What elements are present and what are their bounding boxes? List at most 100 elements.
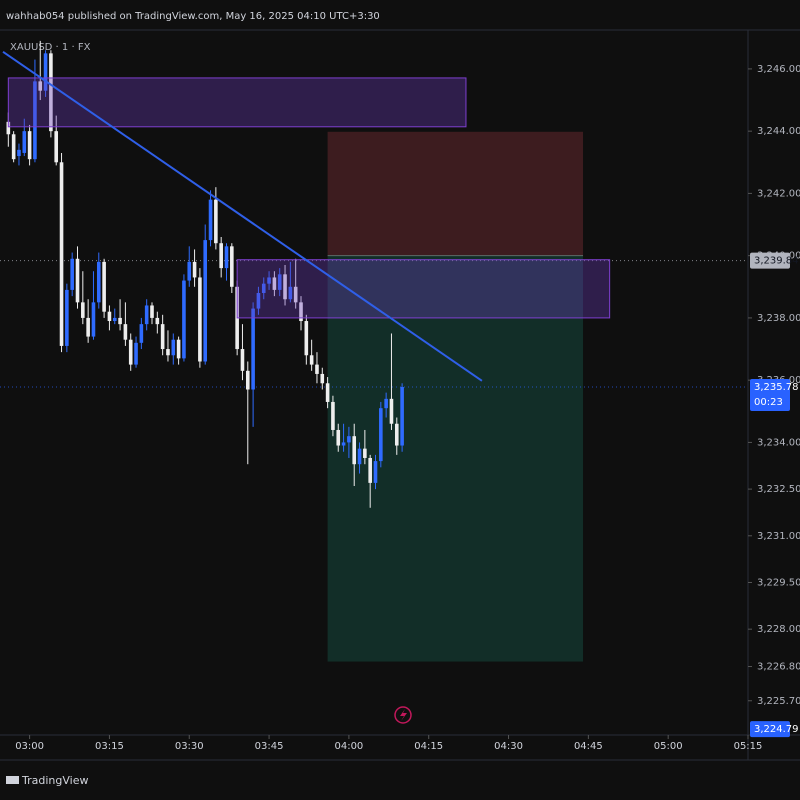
candle-body: [251, 308, 255, 390]
candle-body: [187, 261, 192, 281]
y-tick-label: 3,231.00: [757, 531, 800, 542]
candle-body: [240, 349, 245, 371]
candle-body: [144, 305, 149, 325]
x-tick-label: 04:45: [574, 741, 603, 752]
candle-body: [17, 149, 21, 157]
x-tick-label: 05:15: [734, 741, 763, 752]
candle-body: [363, 448, 367, 458]
symbol-label: XAUUSD · 1 · FX: [10, 42, 91, 53]
candle-body: [203, 240, 208, 362]
candle-body: [214, 199, 218, 244]
candle-body: [112, 317, 117, 322]
candle-body: [347, 436, 351, 443]
candle-body: [128, 339, 133, 365]
price-label-box: [750, 721, 790, 738]
countdown: 00:23: [754, 397, 783, 408]
candle-body: [49, 53, 53, 132]
trendline: [2, 50, 483, 382]
candle-body: [182, 280, 186, 359]
candle-body: [293, 286, 298, 303]
candle-body: [139, 324, 144, 343]
candle-body: [379, 408, 383, 462]
supply-zone: [7, 77, 467, 128]
lightning-icon[interactable]: [394, 706, 412, 724]
candle-body: [22, 131, 27, 153]
x-tick-label: 04:30: [494, 741, 523, 752]
candle-body: [102, 261, 106, 312]
candle-body: [357, 448, 362, 465]
candle-body: [261, 283, 266, 294]
y-tick-label: 3,246.00: [757, 64, 800, 75]
candle-body: [86, 317, 90, 337]
candle-body: [160, 324, 165, 350]
candle-body: [70, 258, 74, 290]
candle-body: [54, 131, 59, 163]
price-label-box: [750, 252, 790, 269]
price-label-box: [750, 379, 790, 412]
candle-body: [107, 311, 112, 322]
supply-zone: [236, 259, 611, 319]
candle-body: [208, 199, 213, 241]
y-tick-label: 3,238.00: [757, 313, 800, 324]
y-tick-label: 3,226.80: [757, 662, 800, 673]
candle-body: [59, 162, 64, 346]
candle-body: [192, 261, 197, 278]
candle-body: [267, 277, 271, 284]
x-tick-label: 04:15: [414, 741, 443, 752]
y-tick-label: 3,225.70: [757, 696, 800, 707]
x-tick-label: 04:00: [334, 741, 363, 752]
candle-body: [373, 461, 378, 483]
price-label: 3,239.84: [754, 256, 799, 267]
candle-body: [118, 317, 122, 325]
candle-body: [394, 423, 399, 446]
candle-body: [96, 261, 101, 303]
tradingview-logo[interactable]: TradingView: [6, 774, 88, 787]
candle-body: [283, 274, 287, 300]
candle-body: [299, 302, 303, 322]
candle-body: [368, 457, 372, 483]
candle-body: [150, 305, 154, 318]
candle-body: [134, 342, 138, 365]
candle-body: [341, 442, 346, 446]
candle-body: [288, 286, 293, 300]
candle-body: [11, 134, 16, 160]
candle-body: [400, 387, 404, 446]
candle-body: [81, 302, 85, 318]
y-tick-label: 3,234.00: [757, 437, 800, 448]
candle-body: [75, 258, 80, 303]
candle-body: [91, 302, 96, 337]
y-tick-label: 3,228.00: [757, 624, 800, 635]
x-tick-label: 03:00: [15, 741, 44, 752]
candle-body: [155, 317, 160, 325]
stop-zone: [327, 131, 584, 256]
candle-body: [277, 274, 282, 290]
candle-body: [219, 243, 223, 269]
candle-body: [384, 398, 388, 409]
candle-body: [256, 293, 261, 309]
brand: TradingView: [21, 774, 88, 787]
candle-body: [309, 355, 314, 365]
y-tick-label: 3,244.00: [757, 126, 800, 137]
candle-body: [166, 349, 170, 356]
candle-body: [224, 246, 229, 269]
candle-body: [123, 324, 128, 340]
candle-body: [336, 429, 341, 446]
y-tick-label: 3,232.50: [757, 484, 800, 495]
candle-body: [304, 321, 309, 356]
candle-body: [198, 277, 202, 362]
candle-body: [43, 53, 48, 91]
candle-body: [176, 339, 181, 359]
candle-body: [272, 277, 277, 290]
y-tick-label: 3,229.50: [757, 577, 800, 588]
candle-body: [65, 289, 69, 346]
price-label: 3,235.78: [754, 382, 799, 393]
x-tick-label: 03:15: [95, 741, 124, 752]
candle-body: [389, 398, 394, 424]
x-tick-label: 03:45: [255, 741, 284, 752]
price-label: 3,224.79: [754, 724, 799, 735]
candle-body: [245, 370, 250, 390]
candle-body: [27, 131, 32, 160]
candle-body: [171, 339, 176, 356]
publish-info: wahhab054 published on TradingView.com, …: [6, 11, 380, 22]
